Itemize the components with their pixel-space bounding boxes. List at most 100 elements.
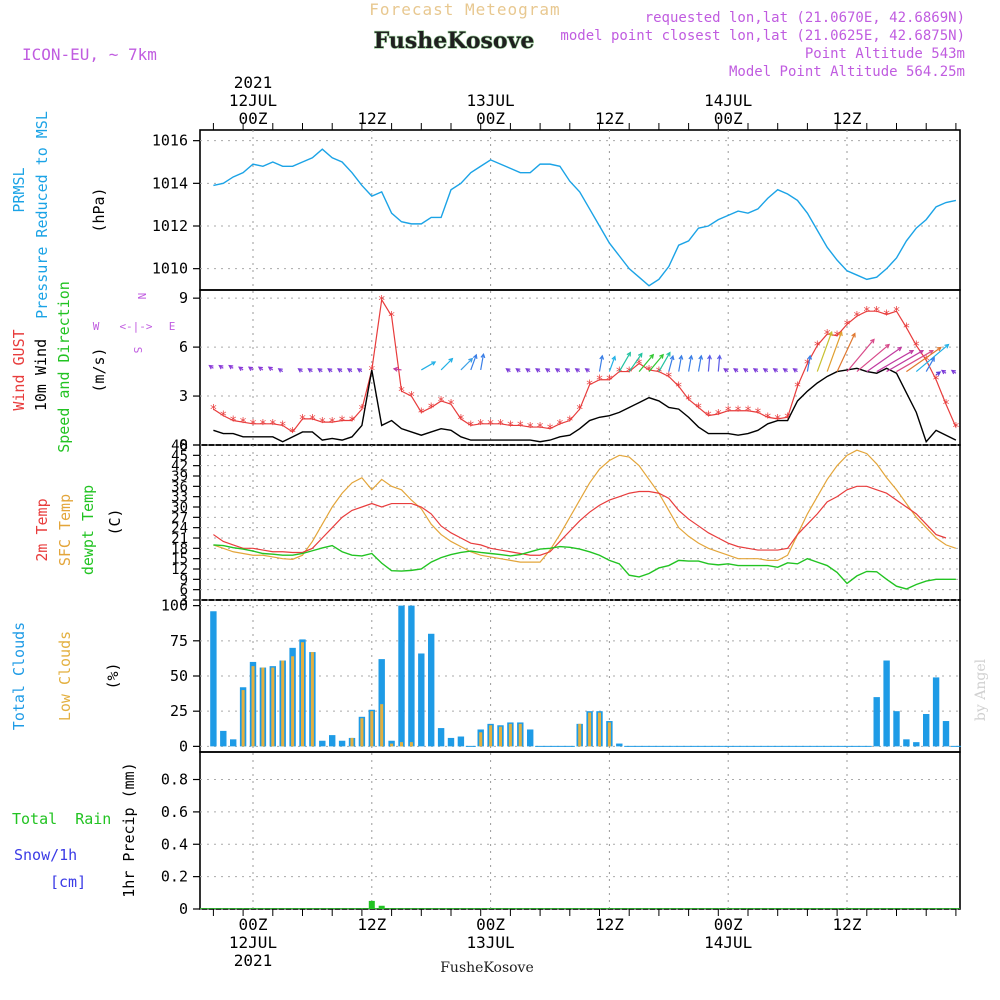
pressure-series-line	[213, 148, 957, 287]
gust-series-point: *	[338, 415, 346, 430]
y-tick-label: 0.6	[161, 803, 188, 821]
gust-series-point: *	[803, 357, 811, 372]
gust-series-point: *	[813, 339, 821, 354]
wind-barb-head	[431, 361, 437, 366]
wind-barb	[866, 346, 902, 373]
wind-barb-head	[480, 352, 486, 359]
low-cloud-bar	[380, 704, 384, 747]
gust-series-point: *	[576, 403, 584, 418]
precip-unit: 1hr Precip (mm)	[120, 762, 138, 897]
top-time-label: 12Z	[357, 109, 386, 128]
gust-series-point: *	[249, 418, 257, 433]
wind-barb-head	[247, 366, 254, 372]
wind-barb-head	[448, 357, 454, 363]
wind-barb	[638, 354, 654, 372]
top-time-label: 12JUL	[229, 91, 277, 110]
total-cloud-bar	[418, 653, 425, 747]
temp-label-dewpt: dewpt Temp	[79, 485, 97, 575]
wind-barb-head	[327, 368, 333, 373]
wind-barb-head	[525, 368, 531, 373]
gust-series-point: *	[764, 411, 772, 426]
y-tick-label: 0	[179, 900, 188, 918]
y-tick-label: 30	[171, 500, 188, 516]
wind-barb-head	[782, 368, 788, 373]
pressure-unit: (hPa)	[90, 187, 108, 232]
bottom-time-label: 00Z	[239, 915, 268, 934]
wind-barb	[658, 352, 671, 372]
gust-series-point: *	[526, 421, 534, 436]
temp-label-2m: 2m Temp	[33, 498, 51, 561]
gust-series-point: *	[378, 294, 386, 309]
y-tick-label: 12	[171, 562, 188, 578]
wind-barb-head	[468, 357, 474, 363]
gust-series-point: *	[912, 339, 920, 354]
y-tick-label: 6	[179, 338, 188, 356]
gust-series-point: *	[675, 380, 683, 395]
wind-barb	[915, 344, 949, 373]
bottom-time-label: 12Z	[833, 915, 862, 934]
low-cloud-bar	[598, 712, 601, 747]
gust-series-point: *	[229, 415, 237, 430]
panel-4-axis: 0 0.2 0.4 0.6 0.8	[161, 771, 960, 918]
temp-label-sfc: SFC Temp	[56, 494, 74, 566]
wind-barb	[688, 355, 692, 372]
low-cloud-bar	[390, 743, 394, 747]
wind-barb-head	[267, 366, 273, 372]
wind-barb-head	[297, 368, 303, 373]
low-cloud-bar	[261, 667, 265, 747]
y-tick-label: 0	[179, 436, 188, 454]
bottom-time-label: 12Z	[595, 915, 624, 934]
model-name: ICON-EU, ~ 7km	[22, 45, 157, 64]
wind-barb	[648, 354, 664, 372]
gust-series-point: *	[556, 418, 564, 433]
precip-panel-frame	[199, 751, 961, 910]
gust-series-point: *	[724, 405, 732, 420]
wind-barb-head	[649, 353, 655, 359]
wind-barb-head	[928, 349, 934, 355]
y-tick-label: 15	[171, 552, 188, 568]
wind-barb-head	[716, 354, 722, 360]
pressure-label-1: PRMSL	[10, 167, 28, 212]
wind-barb-head	[337, 368, 343, 373]
y-tick-label: 100	[161, 597, 188, 615]
low-cloud-bar	[578, 723, 582, 747]
compass-icon: W <-|-> E N S	[93, 293, 176, 354]
gust-series-point: *	[843, 318, 851, 333]
total-cloud-bar	[457, 736, 465, 747]
y-tick-label: 6	[180, 583, 188, 599]
clouds-label-total: Total Clouds	[10, 622, 28, 730]
gust-series-point: *	[447, 398, 455, 413]
wind-barb-head	[807, 354, 813, 360]
total-cloud-bar	[923, 714, 930, 747]
low-cloud-bar	[291, 656, 295, 747]
top-time-label: 00Z	[476, 109, 505, 128]
wind-barb-head	[909, 349, 915, 355]
sfc-temp-series-line	[213, 449, 957, 563]
wind-labels: Wind GUST 10m Wind Speed and Direction (…	[10, 281, 175, 453]
gust-series-point: *	[417, 406, 425, 421]
temp-unit: (C)	[106, 508, 124, 535]
gust-series-point: *	[922, 354, 930, 369]
wind-barb-head	[228, 364, 234, 370]
y-tick-label: 1014	[152, 174, 188, 192]
total-cloud-bar	[398, 605, 405, 747]
precip-bars	[200, 900, 960, 909]
total-cloud-bar	[230, 739, 237, 747]
wind-barb	[846, 339, 875, 372]
gust-series-point: *	[546, 423, 554, 438]
wind-barb-head	[317, 368, 323, 373]
low-cloud-bar	[360, 718, 364, 747]
bottom-time-label: 12JUL	[229, 933, 277, 952]
wind-barb-head	[723, 368, 729, 373]
wind-barb	[598, 355, 603, 372]
y-tick-label: 25	[170, 702, 188, 720]
low-cloud-bar	[607, 722, 611, 747]
wind-barb-head	[392, 366, 398, 372]
wind-barb-head	[851, 332, 856, 338]
model-altitude: Model Point Altitude 564.25m	[729, 64, 965, 80]
wind-barb	[480, 354, 485, 371]
wind-barb	[707, 355, 711, 372]
wind-barb-head	[505, 368, 511, 373]
low-cloud-bar	[350, 737, 354, 747]
